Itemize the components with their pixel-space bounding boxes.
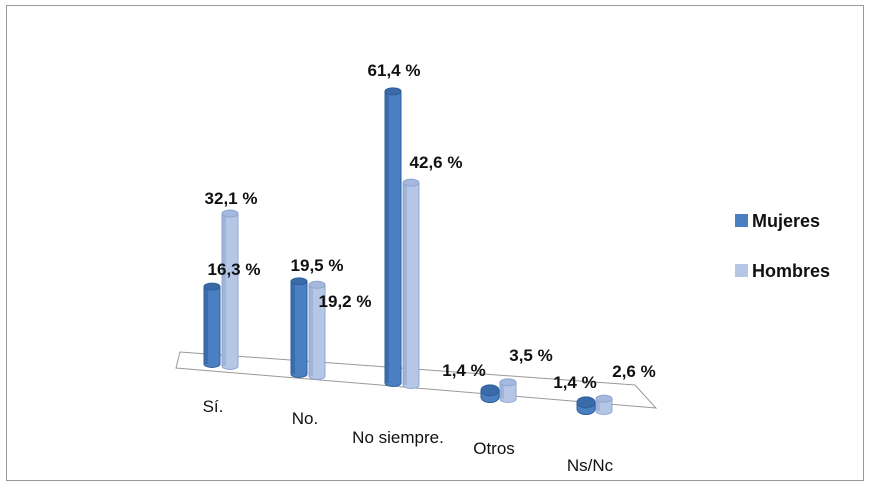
legend-label-hombres: Hombres: [752, 261, 830, 281]
data-label-hombres: 3,5 %: [509, 346, 552, 365]
data-label-mujeres: 1,4 %: [442, 361, 485, 380]
bar-top-hombres: [499, 378, 517, 387]
chart-frame: [6, 5, 864, 481]
bar-shade-hombres: [500, 382, 504, 399]
legend-label-mujeres: Mujeres: [752, 211, 820, 231]
bar-shade-hombres: [596, 398, 600, 411]
bar-shade-hombres: [403, 182, 407, 385]
data-label-hombres: 42,6 %: [410, 153, 463, 172]
data-label-mujeres: 1,4 %: [553, 373, 596, 392]
category-label: No siempre.: [352, 428, 444, 447]
bar-shade-hombres: [309, 284, 313, 376]
bar-top-mujeres: [384, 87, 402, 96]
bar-top-hombres: [595, 394, 613, 403]
data-label-mujeres: 19,5 %: [291, 256, 344, 275]
bar-shade-mujeres: [204, 286, 208, 364]
bar-shade-mujeres: [291, 281, 295, 374]
legend-swatch-hombres: [735, 264, 748, 277]
bar-top-mujeres: [576, 396, 596, 409]
data-label-mujeres: 61,4 %: [368, 61, 421, 80]
data-label-mujeres: 16,3 %: [208, 260, 261, 279]
data-label-hombres: 32,1 %: [205, 189, 258, 208]
legend-swatch-mujeres: [735, 214, 748, 227]
bar-shade-hombres: [222, 213, 226, 366]
bar-top-hombres: [402, 178, 420, 187]
data-label-hombres: 2,6 %: [612, 362, 655, 381]
data-label-hombres: 19,2 %: [319, 292, 372, 311]
bar-top-hombres: [308, 280, 326, 289]
bar-top-mujeres: [290, 277, 308, 286]
bar-top-mujeres: [480, 384, 500, 397]
category-label: No.: [292, 409, 318, 428]
category-label: Ns/Nc: [567, 456, 614, 475]
category-label: Sí.: [203, 397, 224, 416]
bar-shade-mujeres: [385, 91, 389, 383]
bar-top-hombres: [221, 209, 239, 218]
category-label: Otros: [473, 439, 515, 458]
bar-top-mujeres: [203, 282, 221, 291]
